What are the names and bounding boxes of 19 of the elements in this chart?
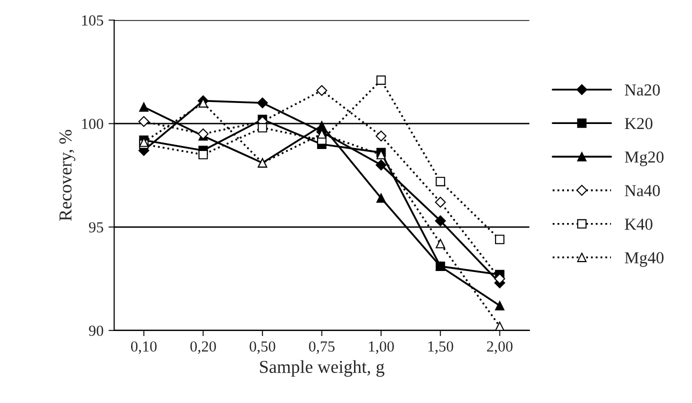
x-tick-label: 0,75 [308,341,335,354]
y-axis-title: Recovery, % [59,130,76,221]
legend-label: Mg20 [624,151,664,166]
x-axis-title: Sample weight, g [260,360,384,377]
y-tick-label: 105 [82,15,104,26]
x-tick-label: 2,00 [487,341,513,354]
legend-label: Na40 [624,185,660,196]
y-tick-label: 100 [82,118,104,130]
y-tick-label: 95 [88,222,104,232]
x-tick-label: 0,50 [250,341,276,354]
x-tick-label: 1,50 [428,341,454,354]
legend-label: K20 [624,118,652,130]
y-tick-label: 90 [88,326,104,336]
x-tick-label: 1,00 [369,341,394,354]
x-tick-label: 0,10 [131,341,157,354]
x-tick-label: 0,20 [190,341,216,354]
legend-label: Na20 [624,84,660,96]
legend-label: K40 [624,218,652,230]
legend-label: Mg40 [624,252,664,267]
